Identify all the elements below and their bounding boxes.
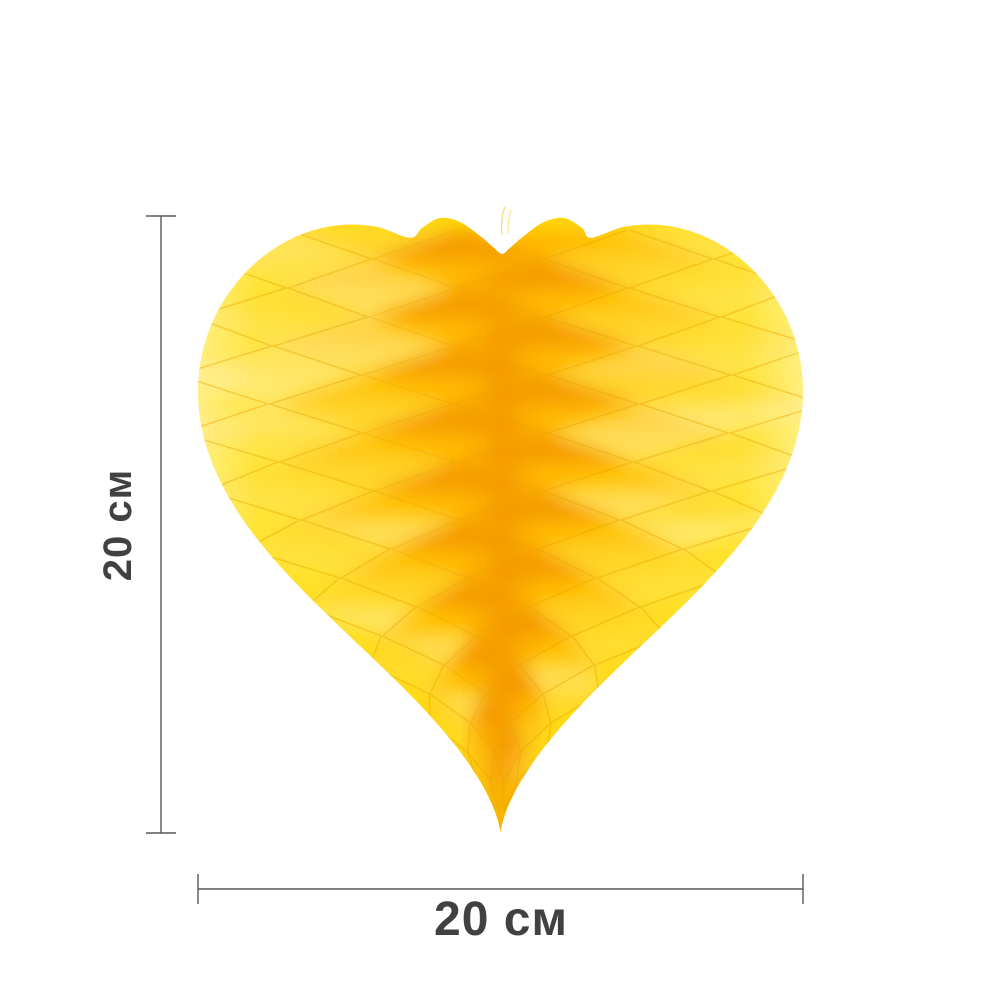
svg-text:20 см: 20 см [434,893,568,946]
svg-text:20 см: 20 см [96,469,140,581]
